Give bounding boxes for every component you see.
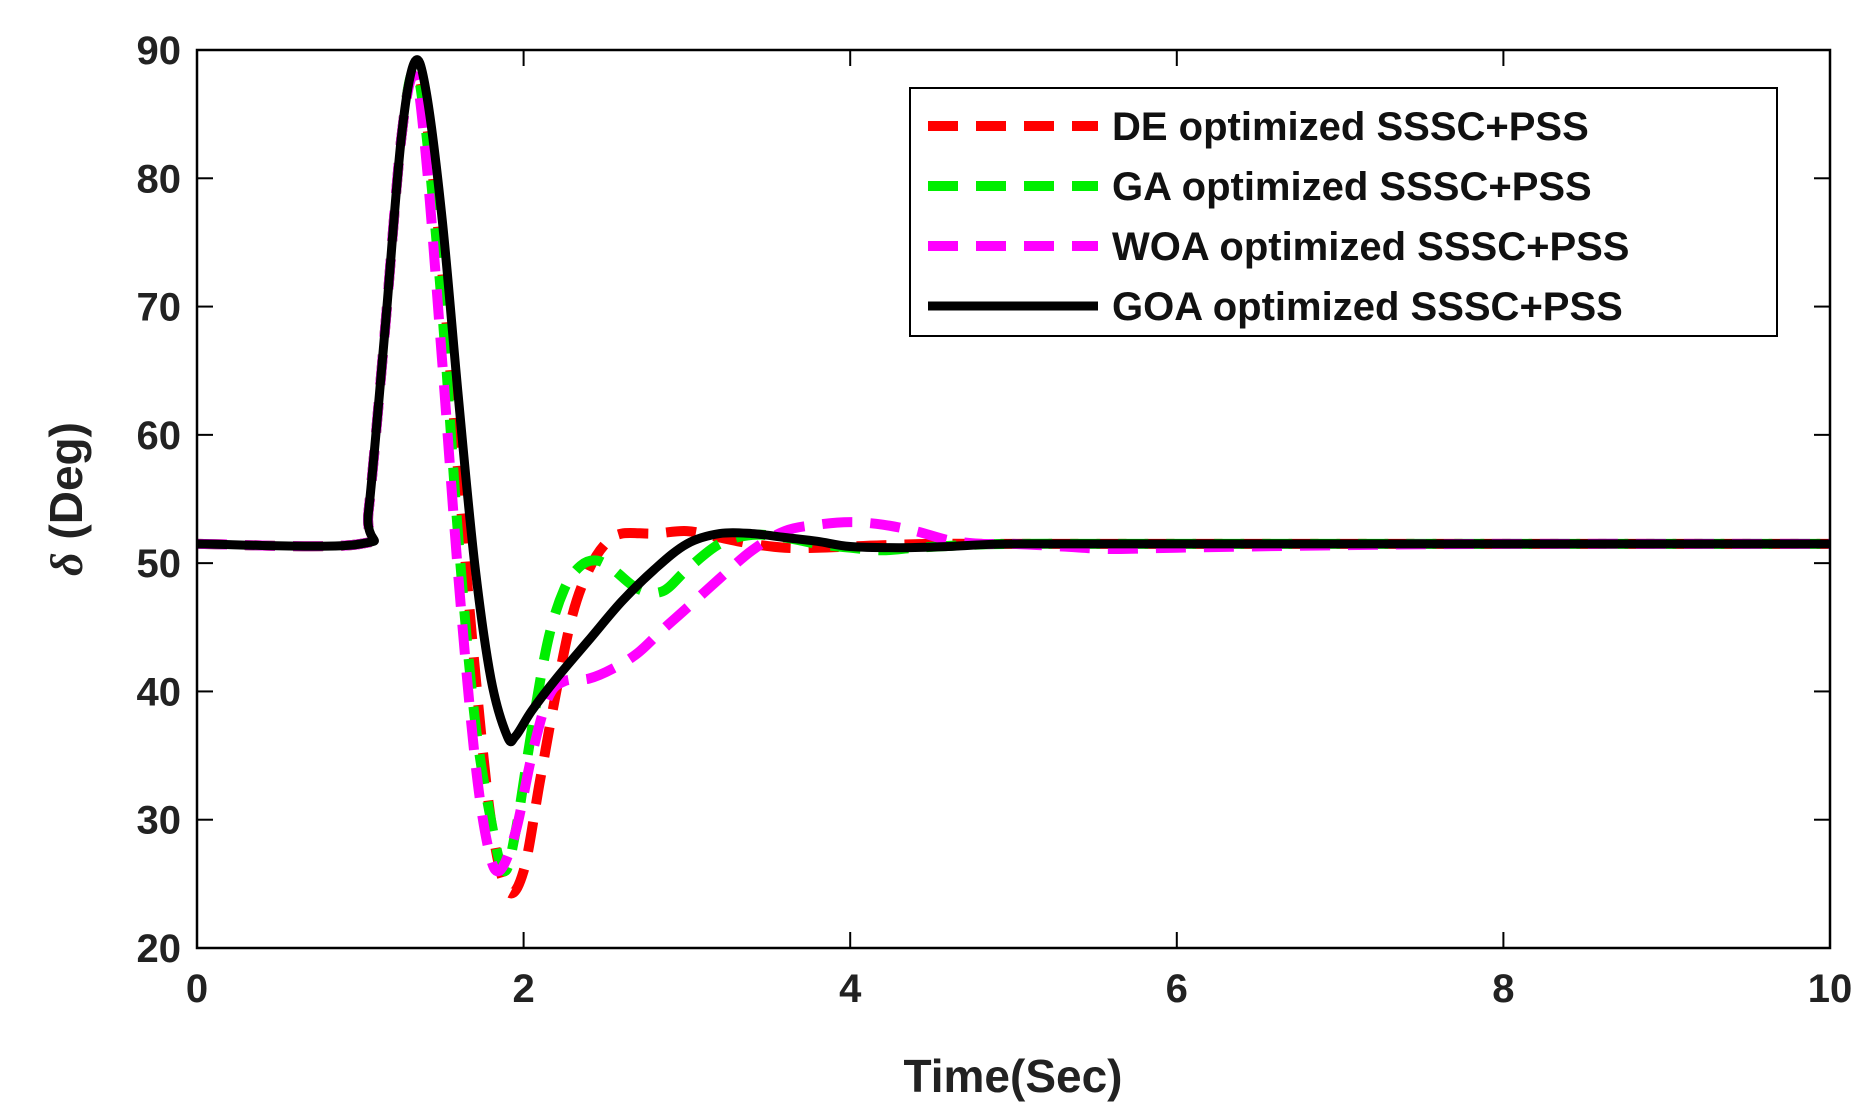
y-tick-label: 30 <box>137 799 182 843</box>
y-axis-symbol: δ <box>41 552 92 576</box>
legend-label-2: GA optimized SSSC+PSS <box>1112 165 1592 209</box>
x-tick-label: 4 <box>839 967 862 1011</box>
tick-layer: 0 2 4 6 8 10 20 30 40 50 60 70 80 90 <box>137 29 1853 1011</box>
x-axis-label: Time(Sec) <box>903 1050 1122 1102</box>
y-axis-unit: (Deg) <box>40 422 92 552</box>
y-tick-label: 80 <box>137 157 182 201</box>
y-tick-label: 50 <box>137 542 182 586</box>
legend-label-4: GOA optimized SSSC+PSS <box>1112 285 1623 329</box>
legend-box <box>909 87 1778 337</box>
series-line-4 <box>196 55 1830 747</box>
y-tick-label: 40 <box>137 670 182 714</box>
x-tick-label: 6 <box>1166 967 1188 1011</box>
x-tick-label: 8 <box>1492 967 1514 1011</box>
x-tick-label: 0 <box>186 967 208 1011</box>
legend: DE optimized SSSC+PSS GA optimized SSSC+P… <box>909 87 1778 337</box>
y-tick-label: 70 <box>137 286 182 330</box>
y-tick-label: 20 <box>137 927 182 971</box>
y-tick-label: 60 <box>137 414 182 458</box>
x-tick-label: 10 <box>1808 967 1853 1011</box>
x-tick-label: 2 <box>512 967 534 1011</box>
legend-label-3: WOA optimized SSSC+PSS <box>1112 225 1629 269</box>
y-tick-label: 90 <box>137 29 182 73</box>
y-axis-label: δ (Deg) <box>40 422 92 576</box>
series-layer <box>196 55 1831 899</box>
legend-label-1: DE optimized SSSC+PSS <box>1112 105 1589 149</box>
plot-frame <box>195 48 1832 950</box>
